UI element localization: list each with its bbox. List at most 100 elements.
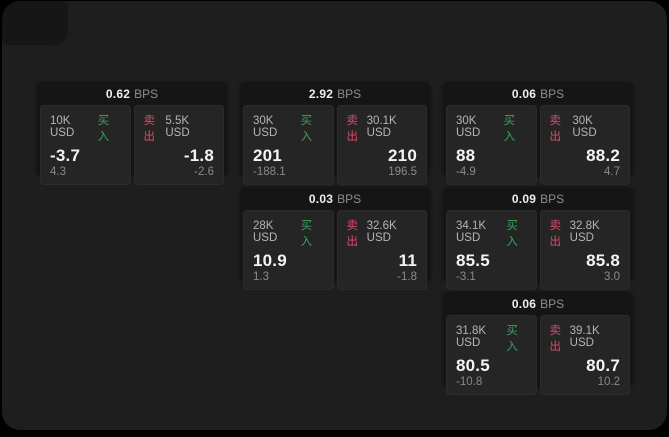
sell-amount: 32.6K USD — [366, 220, 397, 244]
sell-amount: 30.1K USD — [366, 115, 397, 139]
sell-sub-value: 4.7 — [604, 166, 620, 178]
app-window: 0.62 BPS 10K USD 买入 -3.7 4.3 卖出 5.5K USD… — [2, 1, 667, 430]
quote-panels: 28K USD 买入 10.9 1.3 卖出 32.6K USD 11 -1.8 — [243, 210, 427, 290]
buy-amount: 31.8K USD — [456, 325, 487, 349]
sell-sub-value: -2.6 — [194, 166, 214, 178]
card-header: 0.06 BPS — [446, 292, 630, 315]
buy-panel-top: 31.8K USD 买入 — [456, 322, 527, 354]
buy-side-label: 买入 — [97, 115, 110, 143]
buy-sub-value: -188.1 — [253, 166, 286, 178]
buy-panel[interactable]: 31.8K USD 买入 80.5 -10.8 — [446, 315, 537, 395]
buy-panel-top: 34.1K USD 买入 — [456, 217, 527, 249]
buy-panel-top: 30K USD 买入 — [253, 112, 324, 144]
bps-unit: BPS — [337, 191, 362, 206]
sell-price: 11 — [398, 251, 417, 270]
card-header: 0.06 BPS — [446, 82, 630, 105]
buy-side-label: 买入 — [503, 115, 516, 143]
quote-card: 0.62 BPS 10K USD 买入 -3.7 4.3 卖出 5.5K USD… — [37, 82, 227, 185]
sell-panel-top: 卖出 30K USD — [550, 112, 621, 144]
buy-panel-top: 10K USD 买入 — [50, 112, 121, 144]
quote-panels: 10K USD 买入 -3.7 4.3 卖出 5.5K USD -1.8 -2.… — [40, 105, 224, 185]
quote-panels: 31.8K USD 买入 80.5 -10.8 卖出 39.1K USD 80.… — [446, 315, 630, 395]
sell-side-label: 卖出 — [346, 115, 359, 143]
sell-panel[interactable]: 卖出 30.1K USD 210 196.5 — [336, 105, 427, 185]
bps-unit: BPS — [540, 86, 565, 101]
sell-amount: 5.5K USD — [165, 115, 190, 139]
sell-price: -1.8 — [183, 146, 214, 165]
sell-sub-value: -1.8 — [397, 271, 417, 283]
quote-panels: 34.1K USD 买入 85.5 -3.1 卖出 32.8K USD 85.8… — [446, 210, 630, 290]
sell-side-label: 卖出 — [549, 115, 562, 143]
card-header: 0.62 BPS — [40, 82, 224, 105]
bps-value: 0.03 — [308, 191, 334, 206]
buy-price: 85.5 — [456, 251, 490, 270]
buy-sub-value: -3.1 — [456, 271, 476, 283]
buy-panel[interactable]: 30K USD 买入 201 -188.1 — [243, 105, 334, 185]
sell-side-label: 卖出 — [143, 115, 156, 143]
buy-panel-top: 30K USD 买入 — [456, 112, 527, 144]
sell-price: 80.7 — [586, 356, 620, 375]
sell-amount: 32.8K USD — [569, 220, 600, 244]
buy-amount: 10K USD — [50, 115, 75, 139]
card-header: 0.09 BPS — [446, 187, 630, 210]
sell-panel-top: 卖出 5.5K USD — [144, 112, 215, 144]
sell-panel[interactable]: 卖出 5.5K USD -1.8 -2.6 — [133, 105, 224, 185]
buy-amount: 30K USD — [456, 115, 481, 139]
bps-value: 0.09 — [511, 191, 537, 206]
sell-sub-value: 196.5 — [388, 166, 417, 178]
buy-sub-value: 4.3 — [50, 166, 66, 178]
quote-card: 0.06 BPS 31.8K USD 买入 80.5 -10.8 卖出 39.1… — [443, 292, 633, 395]
sell-panel-top: 卖出 39.1K USD — [550, 322, 621, 354]
buy-price: 80.5 — [456, 356, 490, 375]
buy-price: 10.9 — [253, 251, 287, 270]
buy-panel[interactable]: 30K USD 买入 88 -4.9 — [446, 105, 537, 185]
buy-amount: 34.1K USD — [456, 220, 487, 244]
bps-value: 0.62 — [105, 86, 131, 101]
sell-panel[interactable]: 卖出 32.8K USD 85.8 3.0 — [539, 210, 630, 290]
buy-panel[interactable]: 28K USD 买入 10.9 1.3 — [243, 210, 334, 290]
buy-panel[interactable]: 34.1K USD 买入 85.5 -3.1 — [446, 210, 537, 290]
sell-price: 210 — [388, 146, 417, 165]
sell-panel-top: 卖出 32.6K USD — [347, 217, 418, 249]
sell-price: 88.2 — [586, 146, 620, 165]
quote-card: 0.03 BPS 28K USD 买入 10.9 1.3 卖出 32.6K US… — [240, 187, 430, 290]
sell-amount: 30K USD — [572, 115, 597, 139]
sell-amount: 39.1K USD — [569, 325, 600, 349]
quote-card: 2.92 BPS 30K USD 买入 201 -188.1 卖出 30.1K … — [240, 82, 430, 185]
sell-panel-top: 卖出 30.1K USD — [347, 112, 418, 144]
buy-price: -3.7 — [50, 146, 81, 165]
buy-sub-value: -10.8 — [456, 376, 483, 388]
bps-unit: BPS — [134, 86, 159, 101]
sell-sub-value: 3.0 — [604, 271, 620, 283]
sell-panel[interactable]: 卖出 39.1K USD 80.7 10.2 — [539, 315, 630, 395]
card-header: 0.03 BPS — [243, 187, 427, 210]
bps-value: 0.06 — [511, 86, 537, 101]
sell-side-label: 卖出 — [549, 325, 562, 353]
bps-unit: BPS — [540, 191, 565, 206]
buy-price: 201 — [253, 146, 282, 165]
bps-unit: BPS — [540, 296, 565, 311]
buy-side-label: 买入 — [506, 325, 518, 353]
buy-side-label: 买入 — [300, 220, 313, 248]
buy-amount: 30K USD — [253, 115, 278, 139]
buy-side-label: 买入 — [300, 115, 313, 143]
buy-amount: 28K USD — [253, 220, 278, 244]
buy-sub-value: 1.3 — [253, 271, 269, 283]
buy-sub-value: -4.9 — [456, 166, 476, 178]
buy-panel[interactable]: 10K USD 买入 -3.7 4.3 — [40, 105, 131, 185]
sell-side-label: 卖出 — [549, 220, 562, 248]
buy-panel-top: 28K USD 买入 — [253, 217, 324, 249]
card-header: 2.92 BPS — [243, 82, 427, 105]
bps-value: 2.92 — [308, 86, 334, 101]
quote-panels: 30K USD 买入 88 -4.9 卖出 30K USD 88.2 4.7 — [446, 105, 630, 185]
sell-panel[interactable]: 卖出 32.6K USD 11 -1.8 — [336, 210, 427, 290]
sell-panel[interactable]: 卖出 30K USD 88.2 4.7 — [539, 105, 630, 185]
buy-price: 88 — [456, 146, 476, 165]
sell-sub-value: 10.2 — [597, 376, 620, 388]
buy-side-label: 买入 — [506, 220, 518, 248]
sell-side-label: 卖出 — [346, 220, 359, 248]
bps-unit: BPS — [337, 86, 362, 101]
sell-panel-top: 卖出 32.8K USD — [550, 217, 621, 249]
quote-card: 0.09 BPS 34.1K USD 买入 85.5 -3.1 卖出 32.8K… — [443, 187, 633, 290]
bps-value: 0.06 — [511, 296, 537, 311]
